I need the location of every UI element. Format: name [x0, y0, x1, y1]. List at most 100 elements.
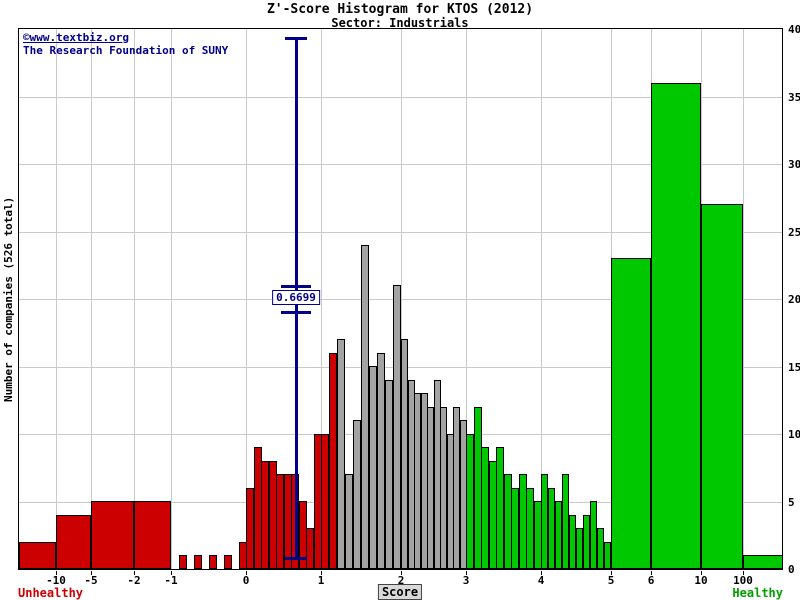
- histogram-bar: [453, 407, 460, 569]
- vertical-gridline: [541, 29, 542, 569]
- x-axis-tick-label: 10: [694, 574, 708, 587]
- score-marker-top-cap: [285, 37, 307, 40]
- chart-subtitle: Sector: Industrials: [331, 16, 469, 30]
- x-axis-tick-label: -10: [46, 574, 66, 587]
- x-axis-tick-label: -2: [127, 574, 141, 587]
- y-axis-tick-label: 25: [788, 226, 800, 239]
- y-axis-tick-label: 20: [788, 293, 800, 306]
- histogram-bar: [569, 515, 576, 569]
- histogram-bar: [651, 83, 701, 569]
- histogram-bar: [548, 488, 555, 569]
- histogram-bar: [496, 447, 504, 569]
- vertical-gridline: [466, 29, 467, 569]
- vertical-gridline: [321, 29, 322, 569]
- x-axis-tick-label: 1: [317, 574, 325, 587]
- x-axis-tick-mark: [321, 571, 322, 575]
- histogram-bar: [179, 555, 187, 569]
- vertical-gridline: [246, 29, 247, 569]
- healthy-zone-label: Healthy: [732, 586, 783, 600]
- x-axis-tick-label: -1: [164, 574, 178, 587]
- x-axis-tick-mark: [56, 571, 57, 575]
- histogram-bar: [261, 461, 269, 569]
- x-axis-tick-label: 3: [462, 574, 470, 587]
- x-axis-tick-label: -5: [84, 574, 98, 587]
- horizontal-gridline: [19, 232, 782, 233]
- vertical-gridline: [134, 29, 135, 569]
- x-axis-tick-mark: [611, 571, 612, 575]
- horizontal-gridline: [19, 97, 782, 98]
- histogram-bar: [194, 555, 202, 569]
- histogram-bar: [134, 501, 171, 569]
- histogram-bar: [427, 407, 434, 569]
- histogram-bar: [306, 528, 314, 569]
- histogram-bar: [555, 501, 562, 569]
- x-axis-tick-mark: [541, 571, 542, 575]
- histogram-bar: [209, 555, 217, 569]
- histogram-bar: [701, 204, 743, 569]
- histogram-bar: [511, 488, 519, 569]
- histogram-bar: [345, 474, 353, 569]
- histogram-bar: [19, 542, 56, 569]
- histogram-bar: [56, 515, 91, 569]
- vertical-gridline: [171, 29, 172, 569]
- y-axis-tick-label: 15: [788, 361, 800, 374]
- histogram-bar: [414, 393, 421, 569]
- x-axis-tick-mark: [701, 571, 702, 575]
- histogram-bar: [597, 528, 604, 569]
- plot-area: ©www.textbiz.org The Research Foundation…: [18, 28, 783, 570]
- histogram-bar: [337, 339, 345, 569]
- histogram-bar: [246, 488, 254, 569]
- x-axis-tick-label: 4: [537, 574, 545, 587]
- x-axis-tick-label: 5: [607, 574, 615, 587]
- vertical-gridline: [91, 29, 92, 569]
- histogram-bar: [377, 353, 385, 569]
- x-axis-tick-mark: [401, 571, 402, 575]
- x-axis-tick-mark: [134, 571, 135, 575]
- histogram-bar: [440, 407, 447, 569]
- histogram-bar: [91, 501, 134, 569]
- y-axis-label: Number of companies (526 total): [2, 196, 15, 402]
- histogram-bar: [401, 339, 408, 569]
- histogram-bar: [743, 555, 782, 569]
- y-axis-tick-label: 40: [788, 23, 800, 36]
- y-axis-tick-label: 30: [788, 158, 800, 171]
- histogram-bar: [329, 353, 337, 569]
- histogram-bar: [385, 380, 393, 569]
- score-marker-upper-crossbar: [281, 285, 311, 288]
- x-axis-tick-mark: [171, 571, 172, 575]
- x-axis-tick-mark: [466, 571, 467, 575]
- histogram-bar: [590, 501, 597, 569]
- x-axis-tick-label: 100: [733, 574, 753, 587]
- y-axis-tick-label: 0: [788, 563, 795, 576]
- histogram-bar: [481, 447, 489, 569]
- histogram-bar: [361, 245, 369, 569]
- x-axis-tick-mark: [651, 571, 652, 575]
- histogram-bar: [276, 474, 284, 569]
- vertical-gridline: [56, 29, 57, 569]
- score-marker-lower-crossbar: [281, 311, 311, 314]
- score-marker-value-label: 0.6699: [272, 290, 320, 305]
- histogram-bar: [321, 434, 329, 569]
- histogram-bar: [583, 515, 590, 569]
- histogram-bar: [353, 420, 361, 569]
- histogram-bar: [526, 488, 534, 569]
- histogram-bar: [541, 474, 548, 569]
- x-axis-tick-label: 0: [242, 574, 250, 587]
- histogram-bar: [466, 434, 474, 569]
- y-axis-tick-label: 35: [788, 91, 800, 104]
- score-marker-bottom-cap: [285, 557, 307, 560]
- textbiz-link[interactable]: ©www.textbiz.org: [23, 31, 129, 44]
- histogram-bar: [369, 366, 377, 569]
- x-axis-tick-mark: [91, 571, 92, 575]
- horizontal-gridline: [19, 164, 782, 165]
- y-axis-tick-label: 10: [788, 428, 800, 441]
- unhealthy-zone-label: Unhealthy: [18, 586, 84, 600]
- vertical-gridline: [401, 29, 402, 569]
- chart-title: Z'-Score Histogram for KTOS (2012): [266, 2, 534, 17]
- x-axis-tick-mark: [743, 571, 744, 575]
- histogram-bar: [604, 542, 611, 569]
- histogram-bar: [576, 528, 583, 569]
- watermark-foundation-text: The Research Foundation of SUNY: [23, 44, 229, 57]
- vertical-gridline: [743, 29, 744, 569]
